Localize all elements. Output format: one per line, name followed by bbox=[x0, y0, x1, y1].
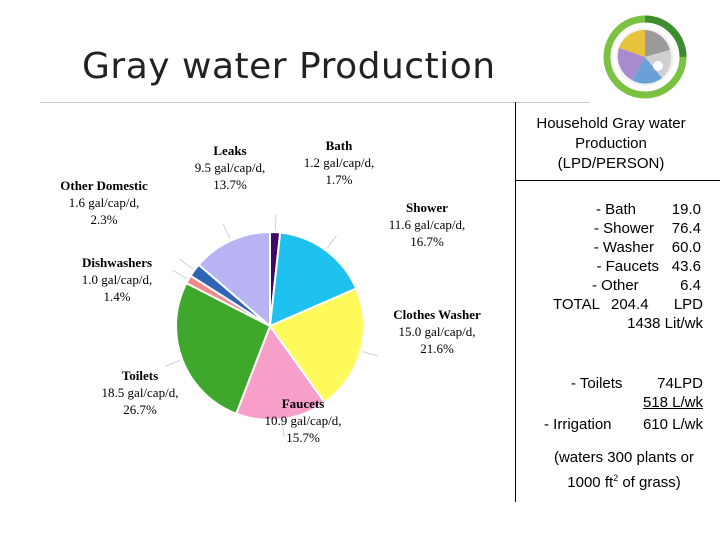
panel-heading-line: Household Gray water bbox=[536, 115, 686, 132]
usage-value: 43.6 bbox=[671, 258, 701, 275]
panel-divider bbox=[516, 180, 720, 181]
irrigation-value: 610 L/wk bbox=[642, 416, 703, 433]
pie-slice-leaks bbox=[197, 230, 271, 329]
leader-line-leaks bbox=[222, 223, 231, 240]
pie-chart: Bath 1.2 gal/cap/d, 1.7% Shower 11.6 gal/cap… bbox=[60, 138, 481, 445]
toilets-value: 74LPD bbox=[657, 375, 703, 392]
slice-label-bath: Bath 1.2 gal/cap/d, 1.7% bbox=[304, 138, 374, 187]
slice-label-dishwashers: Dishwashers 1.0 gal/cap/d, 1.4% bbox=[82, 255, 152, 304]
usage-label: - Bath bbox=[595, 201, 636, 218]
greywater-cycle-logo-icon bbox=[603, 15, 687, 99]
pie-slice-toilets bbox=[175, 281, 272, 416]
pie-slice-shower bbox=[268, 231, 358, 328]
leader-line-bath bbox=[274, 214, 277, 231]
usage-value: 60.0 bbox=[671, 239, 701, 256]
total-unit: LPD bbox=[673, 296, 703, 313]
note-text: 1000 ft bbox=[567, 474, 614, 491]
toilets-weekly: 518 L/wk bbox=[642, 394, 703, 411]
pie-slices bbox=[175, 230, 365, 421]
usage-label: - Washer bbox=[593, 239, 654, 256]
pie-slice-clothes-washer bbox=[268, 287, 365, 404]
leader-lines bbox=[165, 214, 379, 438]
leader-line-clothes-washer bbox=[362, 351, 379, 357]
pie-slice-faucets bbox=[234, 323, 327, 421]
slice-label-clothes-washer: Clothes Washer 15.0 gal/cap/d, 21.6% bbox=[393, 307, 481, 356]
irrigation-label: - Irrigation bbox=[544, 416, 612, 433]
toilets-label: - Toilets bbox=[571, 375, 623, 392]
usage-value: 76.4 bbox=[671, 220, 701, 237]
slice-label-other-domestic: Other Domestic 1.6 gal/cap/d, 2.3% bbox=[60, 178, 148, 227]
total-value: 204.4 bbox=[611, 296, 649, 313]
household-graywater-panel: Household Gray water Production (LPD/PER… bbox=[515, 102, 720, 502]
slice-label-faucets: Faucets 10.9 gal/cap/d, 15.7% bbox=[265, 396, 342, 445]
note-superscript: 2 bbox=[613, 473, 619, 483]
leader-line-toilets bbox=[165, 359, 181, 367]
irrigation-note: (waters 300 plants or 1000 ft2 of grass) bbox=[534, 448, 714, 493]
weekly-total: 1438 Lit/wk bbox=[627, 315, 703, 332]
slice-label-leaks: Leaks 9.5 gal/cap/d, 13.7% bbox=[195, 143, 265, 192]
leader-line-shower bbox=[326, 235, 337, 249]
leader-line-dishwashers bbox=[172, 269, 187, 279]
slice-label-shower: Shower 11.6 gal/cap/d, 16.7% bbox=[389, 200, 465, 249]
leader-line-other-domestic bbox=[179, 258, 194, 270]
slice-labels: Bath 1.2 gal/cap/d, 1.7% Shower 11.6 gal/cap… bbox=[60, 138, 481, 445]
total-label: TOTAL bbox=[553, 296, 600, 313]
panel-heading: Household Gray water Production (LPD/PER… bbox=[516, 114, 706, 174]
usage-label: - Faucets bbox=[596, 258, 659, 275]
usage-label: - Other bbox=[592, 277, 639, 294]
panel-heading-line: (LPD/PERSON) bbox=[557, 155, 665, 172]
note-text: of grass) bbox=[618, 474, 681, 491]
leader-line-faucets bbox=[281, 421, 285, 438]
title-divider bbox=[40, 102, 590, 103]
usage-value: 19.0 bbox=[671, 201, 701, 218]
usage-value: 6.4 bbox=[680, 277, 701, 294]
note-line: 1000 ft2 of grass) bbox=[534, 468, 714, 493]
page-title: Gray water Production bbox=[82, 46, 496, 87]
note-line: (waters 300 plants or bbox=[553, 449, 695, 466]
usage-label: - Shower bbox=[593, 220, 654, 237]
panel-heading-line: Production bbox=[575, 135, 647, 152]
slice-label-toilets: Toilets 18.5 gal/cap/d, 26.7% bbox=[102, 368, 179, 417]
